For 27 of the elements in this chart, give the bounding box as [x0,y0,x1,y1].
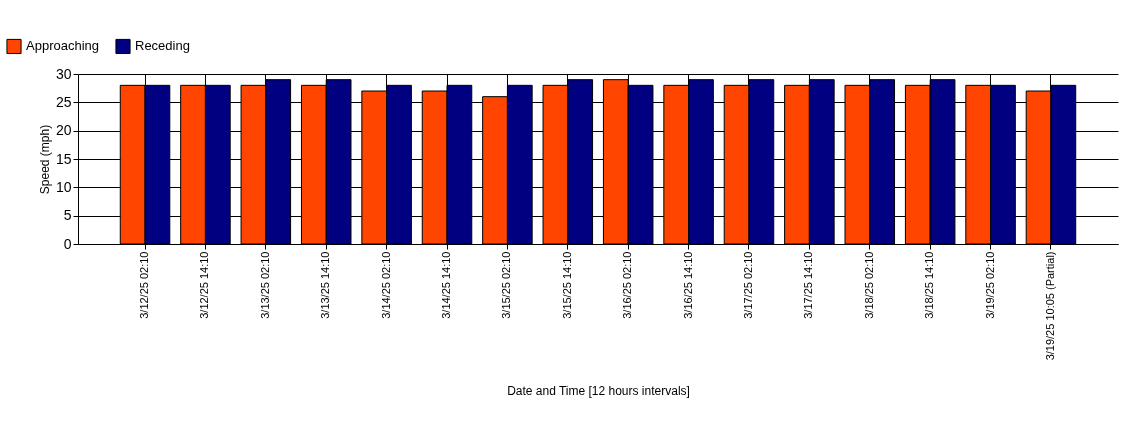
x-tick-label: 3/17/25 02:10 [741,251,754,319]
y-tick-label: 15 [55,150,72,167]
x-tick-label: 3/15/25 14:10 [560,251,573,319]
x-tick-label: 3/13/25 02:10 [258,251,271,319]
x-tick-label: 3/16/25 02:10 [621,251,634,319]
x-tick-label: 3/12/25 02:10 [138,251,151,319]
y-tick-label: 0 [63,235,72,252]
x-tick-label: 3/12/25 14:10 [198,251,211,319]
x-tick-label: 3/19/25 10:05 (Partial) [1043,251,1056,361]
x-axis-title: Date and Time [12 hours intervals] [507,384,690,399]
x-tick-label: 3/13/25 14:10 [319,251,332,319]
y-tick-label: 5 [63,207,72,224]
y-tick-label: 30 [55,65,72,82]
x-tick-label: 3/14/25 14:10 [440,251,453,319]
x-tick-label: 3/15/25 02:10 [500,251,513,319]
x-tick-label: 3/18/25 02:10 [862,251,875,319]
y-axis-title: Speed (mph) [37,124,52,195]
x-tick-label: 3/19/25 02:10 [983,251,996,319]
x-tick-label: 3/17/25 14:10 [802,251,815,319]
legend-label: Approaching [26,38,99,54]
y-tick-label: 20 [55,122,72,139]
legend-label: Receding [135,38,190,54]
x-tick-label: 3/16/25 14:10 [681,251,694,319]
y-tick-label: 25 [55,93,72,110]
x-tick-label: 3/18/25 14:10 [923,251,936,319]
y-tick-label: 10 [55,178,72,195]
x-tick-label: 3/14/25 02:10 [379,251,392,319]
